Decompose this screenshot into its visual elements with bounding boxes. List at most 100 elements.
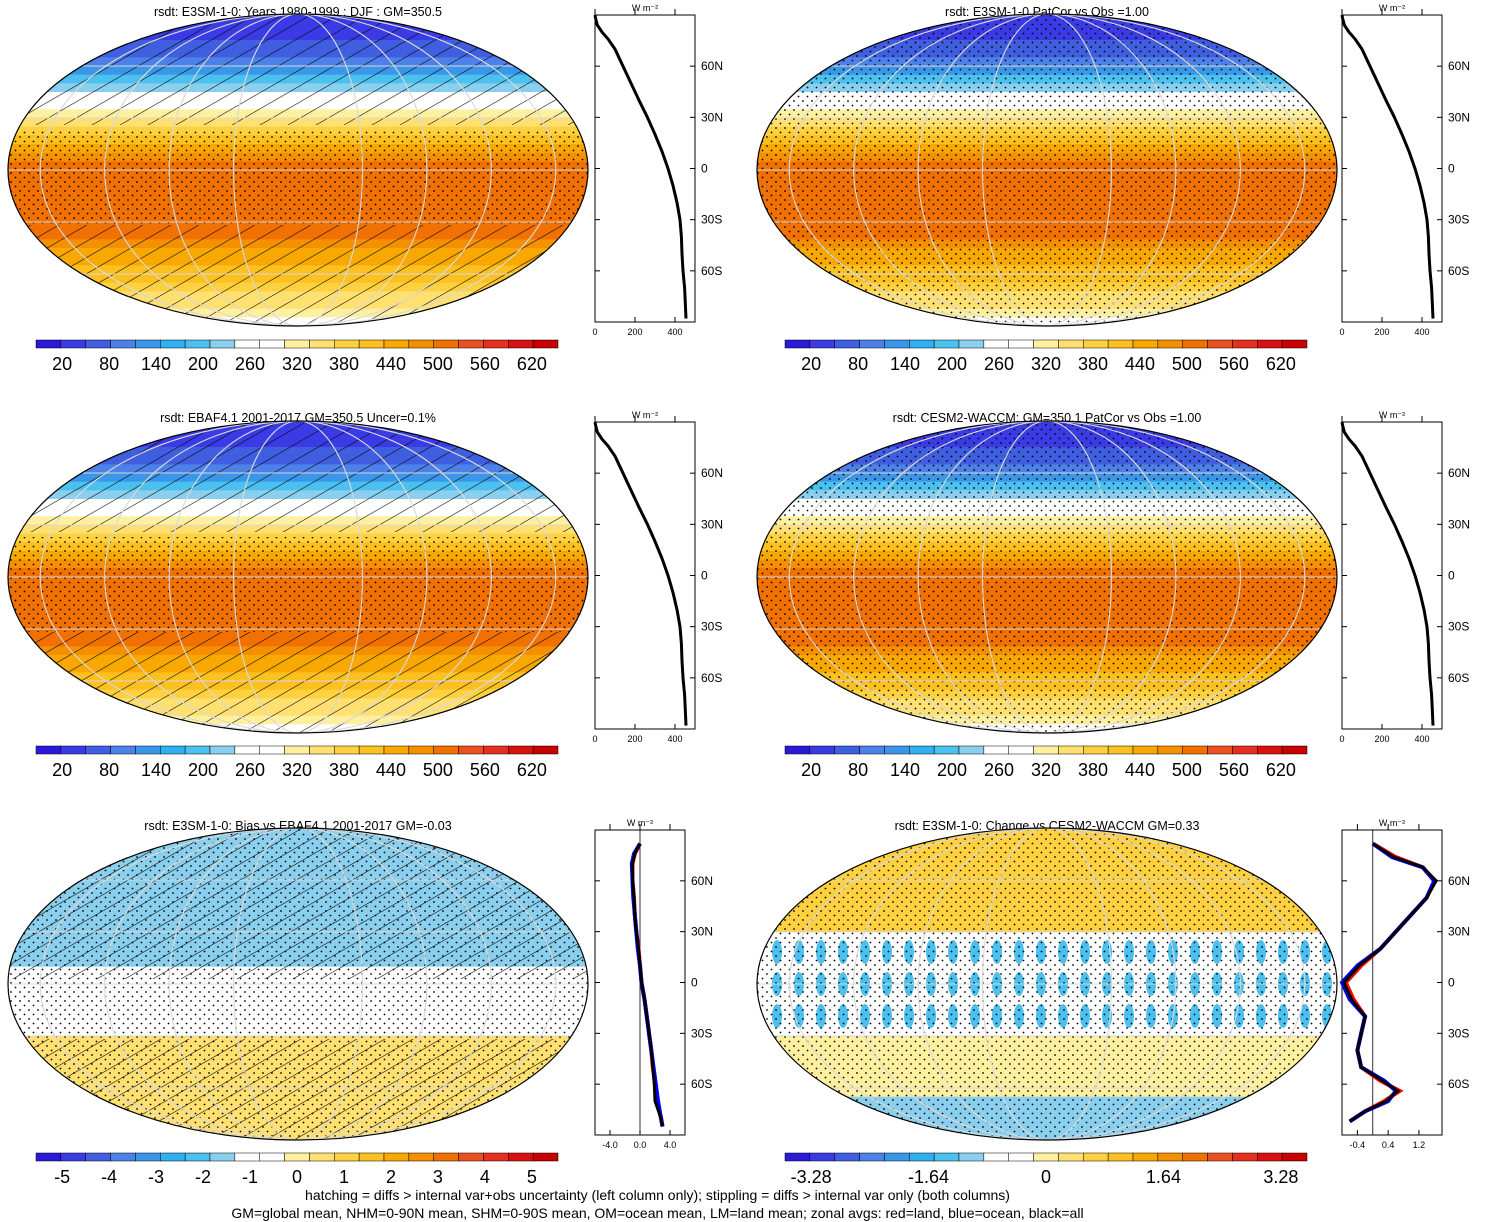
map-outline bbox=[7, 827, 589, 1141]
zonal-series-line bbox=[1340, 14, 1435, 319]
colorbar-box bbox=[160, 339, 186, 349]
colorbar-box bbox=[383, 745, 410, 755]
zonal-series-line bbox=[1342, 842, 1439, 1123]
colorbar-box bbox=[1257, 1152, 1283, 1162]
graticule-meridian bbox=[853, 828, 1241, 1140]
colorbar-label: 440 bbox=[1125, 354, 1155, 374]
graticule-meridian bbox=[853, 421, 1241, 733]
colorbar-label: 20 bbox=[52, 760, 72, 780]
zonal-ytick-label: 30S bbox=[1448, 1026, 1469, 1040]
colorbar-box bbox=[234, 745, 260, 755]
graticule-meridian bbox=[853, 14, 1241, 326]
colorbar-box bbox=[983, 1152, 1009, 1162]
panel-title: rsdt: CESM2-WACCM: GM=350.1 PatCor vs Ob… bbox=[893, 411, 1202, 425]
colorbar-box bbox=[532, 1152, 559, 1162]
zonal-xtick-label: 400 bbox=[667, 734, 682, 744]
colorbar-box bbox=[1182, 745, 1208, 755]
colorbar-box bbox=[35, 1152, 62, 1162]
colorbar-label: -1 bbox=[242, 1167, 258, 1187]
zonal-xtick-label: 400 bbox=[1414, 734, 1429, 744]
graticule-meridian bbox=[917, 828, 1177, 1140]
zonal-xtick-label: 0 bbox=[592, 734, 597, 744]
colorbar-box bbox=[184, 745, 211, 755]
colorbar-box bbox=[209, 745, 236, 755]
colorbar-box bbox=[135, 1152, 161, 1162]
colorbar-label: 1 bbox=[339, 1167, 349, 1187]
colorbar-box bbox=[933, 1152, 960, 1162]
colorbar-label: -3.28 bbox=[791, 1167, 832, 1187]
colorbar-label: 500 bbox=[1172, 354, 1202, 374]
colorbar-label: 260 bbox=[235, 354, 265, 374]
colorbar-box bbox=[1008, 339, 1034, 349]
colorbar-label: 380 bbox=[1078, 354, 1108, 374]
colorbar-box bbox=[1058, 745, 1084, 755]
footnote-hatching: hatching = diffs > internal var+obs unce… bbox=[305, 1187, 1010, 1203]
zonal-xtick-label: 0 bbox=[592, 327, 597, 337]
zonal-xtick-label: 200 bbox=[1374, 734, 1389, 744]
colorbar-box bbox=[784, 1152, 811, 1162]
colorbar-label: 80 bbox=[848, 760, 868, 780]
map-ebaf-clim bbox=[8, 421, 588, 733]
graticule-meridian bbox=[168, 14, 428, 326]
zonal-xtick-label: 200 bbox=[627, 327, 642, 337]
colorbar-box bbox=[60, 745, 86, 755]
graticule-meridian bbox=[233, 421, 363, 733]
colorbar-label: 560 bbox=[1219, 760, 1249, 780]
zonal-plot-e3sm-patcor: 60N 30N 0 30S 60S 0 200 400 W m⁻² bbox=[1339, 3, 1470, 337]
colorbar-label: 20 bbox=[801, 354, 821, 374]
graticule-meridian bbox=[39, 828, 557, 1140]
hatch-overlay bbox=[8, 632, 588, 733]
colorbar-label: 200 bbox=[188, 760, 218, 780]
colorbar-label: 20 bbox=[52, 354, 72, 374]
zonal-plot-change: 60N 30N 0 30S 60S -0.4 0.4 1.2 W m⁻² bbox=[1339, 818, 1470, 1150]
stipple-overlay bbox=[8, 537, 588, 632]
colorbar-box bbox=[809, 1152, 835, 1162]
zonal-plot-frame bbox=[594, 14, 696, 323]
zonal-plot-e3sm-clim: 60N 30N 0 30S 60S 0 200 400 W m⁻² bbox=[592, 3, 723, 337]
zonal-plot-cesm-clim: 60N 30N 0 30S 60S 0 200 400 W m⁻² bbox=[1339, 410, 1470, 744]
graticule-meridian bbox=[982, 828, 1112, 1140]
map-cesm-clim bbox=[757, 421, 1337, 733]
zonal-units-label: W m⁻² bbox=[1379, 410, 1405, 420]
panel-cesm-clim: rsdt: CESM2-WACCM: GM=350.1 PatCor vs Ob… bbox=[756, 411, 1338, 780]
zonal-xtick-label: 0.4 bbox=[1382, 1140, 1395, 1150]
colorbar-label: 320 bbox=[1031, 760, 1061, 780]
colorbar-box bbox=[1132, 339, 1159, 349]
zonal-xtick-label: 1.2 bbox=[1413, 1140, 1426, 1150]
stipple-overlay bbox=[8, 130, 588, 225]
colorbar-box bbox=[35, 339, 62, 349]
colorbar-label: 20 bbox=[801, 760, 821, 780]
zonal-ytick-label: 30N bbox=[1448, 517, 1470, 531]
zonal-units-label: W m⁻² bbox=[1379, 3, 1405, 13]
colorbar-box bbox=[85, 1152, 111, 1162]
footnote-means: GM=global mean, NHM=0-90N mean, SHM=0-90… bbox=[231, 1205, 1084, 1221]
graticule-meridian bbox=[917, 14, 1177, 326]
colorbar-box bbox=[784, 745, 811, 755]
colorbar-box bbox=[1058, 339, 1084, 349]
zonal-ytick-label: 30N bbox=[1448, 110, 1470, 124]
colorbar-box bbox=[909, 745, 935, 755]
colorbar-box bbox=[433, 339, 459, 349]
colorbar-box bbox=[532, 745, 559, 755]
colorbar-box bbox=[859, 745, 885, 755]
zonal-ytick-label: 0 bbox=[701, 569, 708, 583]
colorbar-label: 200 bbox=[937, 760, 967, 780]
zonal-ytick-label: 30N bbox=[1448, 925, 1470, 939]
panel-title: rsdt: E3SM-1-0: Bias vs EBAF4.1 2001-201… bbox=[144, 819, 451, 833]
colorbar-box bbox=[1207, 339, 1233, 349]
colorbar-box bbox=[809, 339, 835, 349]
colorbar-label: 80 bbox=[848, 354, 868, 374]
colorbar-label: 500 bbox=[423, 354, 453, 374]
colorbar-label: 440 bbox=[376, 354, 406, 374]
graticule-meridian bbox=[788, 828, 1306, 1140]
colorbar-box bbox=[259, 1152, 285, 1162]
colorbar-box bbox=[284, 1152, 310, 1162]
colorbar-box bbox=[483, 1152, 509, 1162]
colorbar-label: 380 bbox=[329, 760, 359, 780]
zonal-xtick-label: -0.4 bbox=[1350, 1140, 1366, 1150]
colorbar-box bbox=[259, 339, 285, 349]
zonal-ytick-label: 0 bbox=[701, 162, 708, 176]
zonal-plot-bias: 60N 30N 0 30S 60S -4.0 0.0 4.0 W m⁻² bbox=[594, 818, 713, 1150]
colorbar-box bbox=[958, 745, 985, 755]
colorbar-label: 5 bbox=[527, 1167, 537, 1187]
